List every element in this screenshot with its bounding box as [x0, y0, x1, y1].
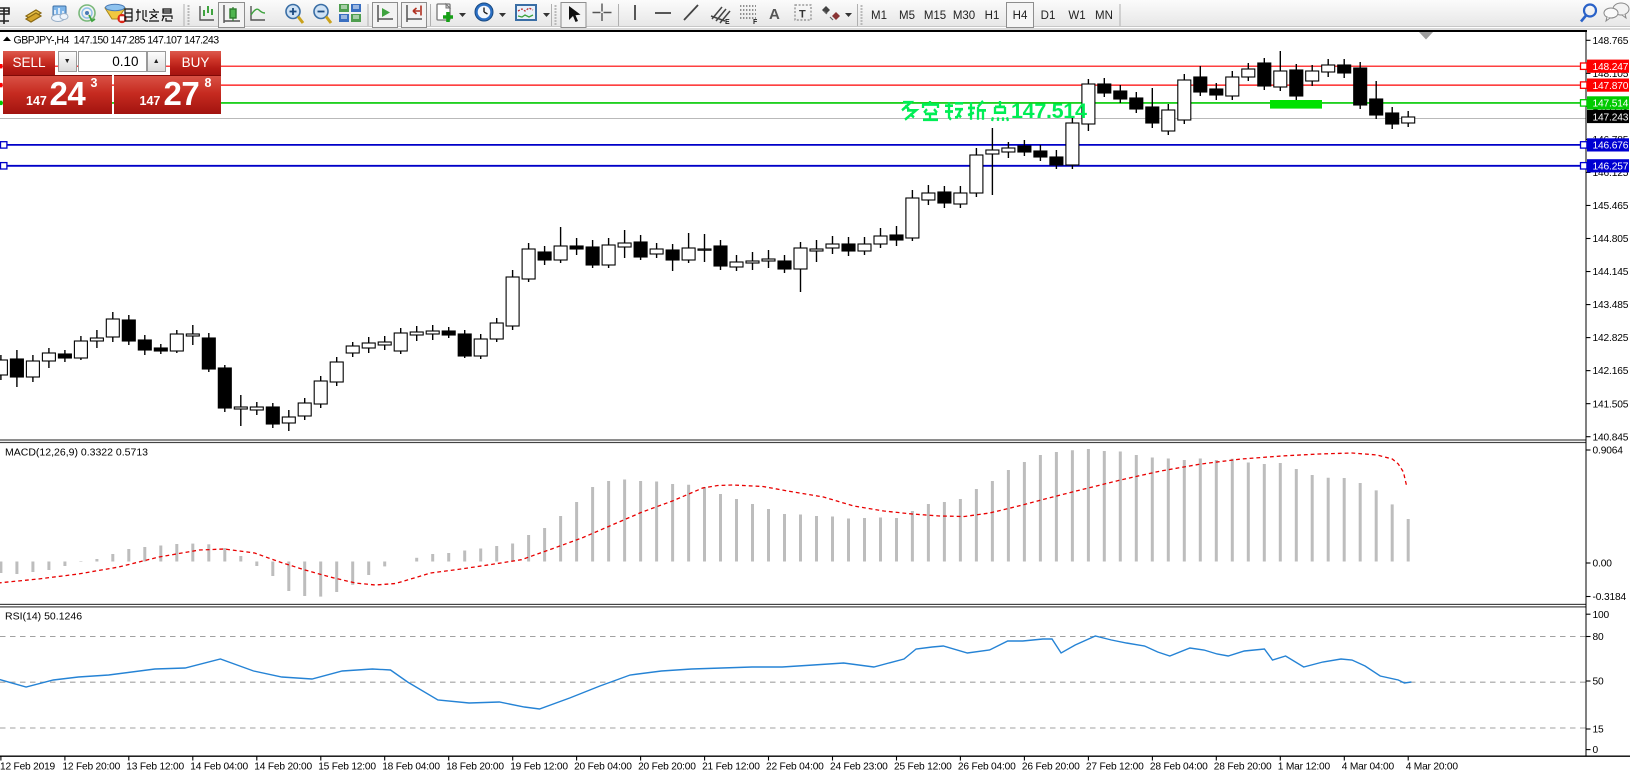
svg-text:25 Feb 12:00: 25 Feb 12:00: [894, 761, 952, 772]
svg-text:145.465: 145.465: [1593, 201, 1629, 212]
svg-text:0: 0: [1593, 745, 1599, 756]
svg-text:0.9064: 0.9064: [1593, 446, 1624, 457]
svg-text:14 Feb 04:00: 14 Feb 04:00: [190, 761, 248, 772]
svg-text:147.514: 147.514: [1011, 99, 1087, 123]
svg-text:146.257: 146.257: [1593, 162, 1629, 173]
svg-text:F: F: [753, 19, 758, 26]
svg-text:143.485: 143.485: [1593, 300, 1629, 311]
svg-text:0.00: 0.00: [1593, 559, 1613, 570]
svg-text:22 Feb 04:00: 22 Feb 04:00: [766, 761, 824, 772]
svg-text:140.845: 140.845: [1593, 432, 1629, 443]
svg-text:50: 50: [1593, 677, 1605, 688]
svg-text:144.805: 144.805: [1593, 234, 1629, 245]
svg-text:13 Feb 12:00: 13 Feb 12:00: [126, 761, 184, 772]
svg-text:H1: H1: [985, 10, 1000, 22]
svg-text:21 Feb 12:00: 21 Feb 12:00: [702, 761, 760, 772]
svg-text:D1: D1: [1041, 10, 1056, 22]
svg-text:148.105: 148.105: [1593, 69, 1629, 80]
svg-text:80: 80: [1593, 632, 1605, 643]
svg-text:147.514: 147.514: [1593, 99, 1629, 110]
svg-text:-0.3184: -0.3184: [1593, 592, 1627, 603]
svg-text:28 Feb 20:00: 28 Feb 20:00: [1214, 761, 1272, 772]
svg-text:14 Feb 20:00: 14 Feb 20:00: [254, 761, 312, 772]
svg-text:26 Feb 20:00: 26 Feb 20:00: [1022, 761, 1080, 772]
svg-text:20 Feb 20:00: 20 Feb 20:00: [638, 761, 696, 772]
svg-text:MN: MN: [1095, 10, 1113, 22]
svg-text:26 Feb 04:00: 26 Feb 04:00: [958, 761, 1016, 772]
svg-text:T: T: [799, 9, 806, 21]
svg-text:100: 100: [1593, 610, 1610, 621]
svg-text:141.505: 141.505: [1593, 399, 1629, 410]
svg-text:M1: M1: [871, 10, 887, 22]
svg-text:W1: W1: [1068, 10, 1085, 22]
svg-text:15 Feb 12:00: 15 Feb 12:00: [318, 761, 376, 772]
svg-text:27 Feb 12:00: 27 Feb 12:00: [1086, 761, 1144, 772]
svg-text:4 Mar 20:00: 4 Mar 20:00: [1406, 761, 1459, 772]
svg-text:RSI(14) 50.1246: RSI(14) 50.1246: [5, 610, 82, 622]
svg-text:144.145: 144.145: [1593, 267, 1629, 278]
svg-text:146.125: 146.125: [1593, 168, 1629, 179]
svg-text:24 Feb 23:00: 24 Feb 23:00: [830, 761, 888, 772]
svg-text:GBPJPY-,H4 147.150 147.285 14: GBPJPY-,H4 147.150 147.285 147.107 147.2…: [14, 34, 220, 46]
svg-text:A: A: [769, 6, 780, 23]
svg-text:147.243: 147.243: [1593, 112, 1629, 123]
svg-text:1 Mar 12:00: 1 Mar 12:00: [1278, 761, 1331, 772]
svg-text:12 Feb 2019: 12 Feb 2019: [0, 761, 56, 772]
svg-text:12 Feb 20:00: 12 Feb 20:00: [62, 761, 120, 772]
svg-text:H4: H4: [1013, 10, 1028, 22]
svg-text:148.247: 148.247: [1593, 62, 1629, 73]
svg-text:MACD(12,26,9) 0.3322 0.5713: MACD(12,26,9) 0.3322 0.5713: [5, 446, 148, 458]
svg-text:142.825: 142.825: [1593, 333, 1629, 344]
svg-text:20 Feb 04:00: 20 Feb 04:00: [574, 761, 632, 772]
svg-text:18 Feb 20:00: 18 Feb 20:00: [446, 761, 504, 772]
svg-text:148.765: 148.765: [1593, 36, 1629, 47]
svg-text:18 Feb 04:00: 18 Feb 04:00: [382, 761, 440, 772]
svg-text:E: E: [725, 19, 730, 26]
svg-text:19 Feb 12:00: 19 Feb 12:00: [510, 761, 568, 772]
svg-text:142.165: 142.165: [1593, 366, 1629, 377]
svg-text:146.676: 146.676: [1593, 141, 1629, 152]
svg-text:M30: M30: [953, 10, 975, 22]
svg-text:M5: M5: [899, 10, 915, 22]
svg-text:15: 15: [1593, 725, 1605, 736]
svg-text:28 Feb 04:00: 28 Feb 04:00: [1150, 761, 1208, 772]
svg-text:4 Mar 04:00: 4 Mar 04:00: [1342, 761, 1395, 772]
svg-text:147.870: 147.870: [1593, 81, 1629, 92]
svg-text:M15: M15: [924, 10, 946, 22]
